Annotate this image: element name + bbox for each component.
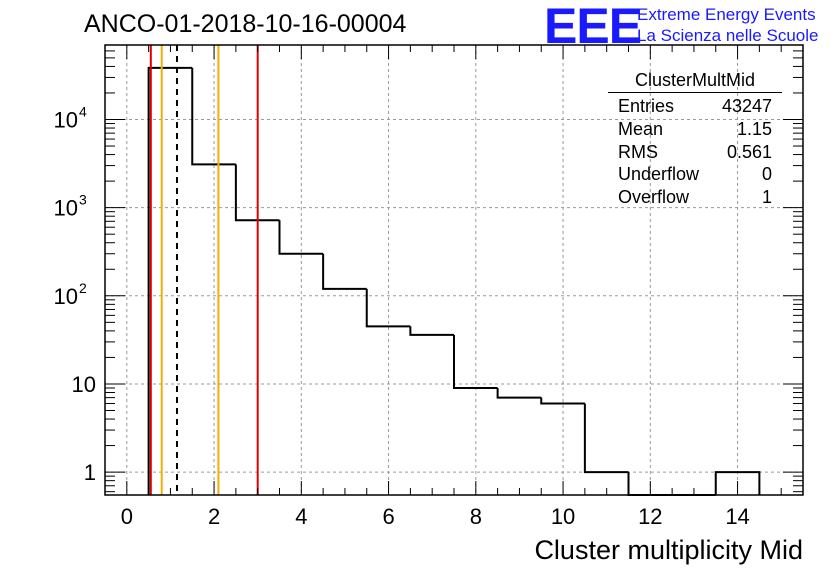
grid-layer [105, 45, 803, 495]
histogram-bin [540, 397, 585, 405]
x-tick-label: 6 [382, 504, 394, 529]
y-tick-label: 10 [54, 284, 78, 309]
stats-value: 0.561 [726, 141, 772, 162]
x-tick-label: 8 [470, 504, 482, 529]
eee-logo: EEE [544, 0, 642, 54]
y-tick-exponent: 4 [79, 103, 87, 119]
histogram-bin [714, 471, 761, 495]
stats-row-entries: Entries 43247 [612, 95, 778, 118]
x-tick-label: 2 [208, 504, 220, 529]
histogram-bin [365, 288, 411, 328]
stats-value: 43247 [721, 96, 772, 116]
y-tick-exponent: 3 [79, 192, 87, 208]
stats-row-overflow: Overflow 1 [612, 186, 778, 209]
stats-title: ClusterMultMid [608, 70, 782, 93]
y-tick-exponent: 2 [79, 280, 87, 296]
stats-label: Overflow [618, 187, 690, 208]
stats-label: RMS [618, 141, 658, 162]
logo-line-2: La Scienza nelle Scuole [637, 26, 819, 45]
y-tick-label: 1 [84, 460, 96, 485]
x-axis-label: Cluster multiplicity Mid [534, 535, 803, 565]
x-tick-label: 4 [295, 504, 307, 529]
stats-value: 1 [761, 187, 772, 208]
y-tick-label: 10 [54, 107, 78, 132]
histogram-bin [453, 334, 498, 389]
histogram-bin [583, 403, 629, 474]
stats-row-rms: RMS 0.561 [612, 141, 778, 164]
histogram-bin [322, 253, 367, 290]
histogram-bin [278, 220, 324, 255]
stats-box: ClusterMultMid Entries 43247 Mean 1.15 R… [608, 70, 782, 209]
stats-value: 1.15 [736, 118, 772, 139]
logo-text: Extreme Energy Events La Scienza nelle S… [637, 4, 818, 46]
x-tick-label: 0 [121, 504, 133, 529]
stats-label: Underflow [618, 164, 700, 185]
histogram-bin [409, 326, 454, 336]
x-tick-label: 14 [725, 504, 749, 529]
stats-label: Entries [618, 96, 675, 116]
ticks-layer [104, 44, 804, 495]
histogram-bin [147, 66, 193, 495]
stats-row-underflow: Underflow 0 [612, 163, 778, 186]
histogram-bin [496, 387, 542, 399]
histogram-bin [234, 164, 280, 222]
x-tick-label: 10 [551, 504, 575, 529]
y-tick-label: 10 [72, 372, 96, 397]
chart-title: ANCO-01-2018-10-16-00004 [84, 10, 407, 38]
histogram-bin [191, 67, 236, 166]
y-tick-label: 10 [54, 196, 78, 221]
stats-label: Mean [618, 118, 664, 139]
x-tick-label: 12 [638, 504, 662, 529]
logo-line-1: Extreme Energy Events [637, 5, 816, 24]
stats-row-mean: Mean 1.15 [612, 118, 778, 141]
stats-value: 0 [761, 164, 772, 185]
marker-lines-layer [149, 45, 259, 495]
